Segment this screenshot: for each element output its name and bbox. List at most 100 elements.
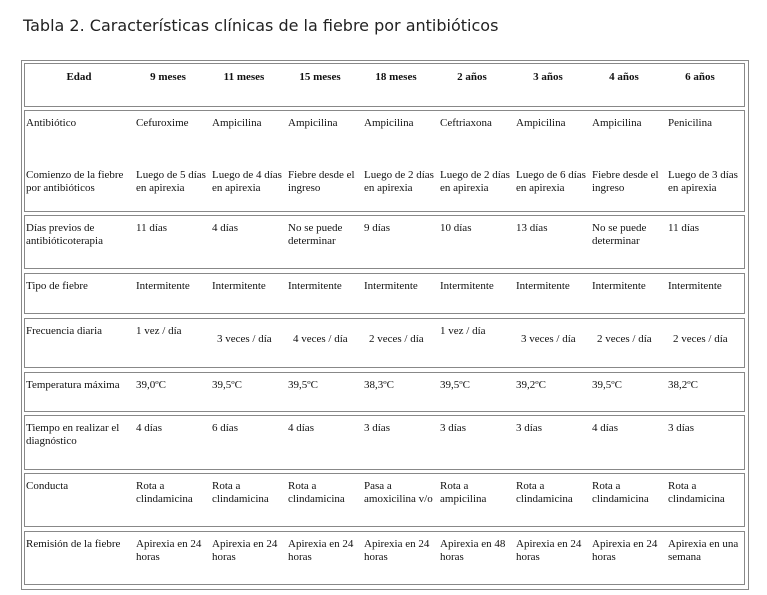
row-label: Tiempo en realizar el diagnóstico [26, 422, 120, 447]
table-cell: Fiebre desde el ingreso [592, 169, 659, 194]
row-label: Conducta [26, 480, 69, 492]
table-cell: 11 días [668, 222, 700, 234]
table-cell: Ampicilina [516, 117, 566, 129]
table-cell: 39,0ºC [136, 379, 166, 391]
table-cell: Ampicilina [288, 117, 338, 129]
table-row: Conducta Rota a clindamicina Rota a clinda… [24, 473, 745, 527]
table-cell: 39,5ºC [592, 379, 622, 391]
header-cell: 9 meses [150, 71, 186, 83]
table-cell: 4 días [592, 422, 618, 434]
row-label: Días previos de antibióticoterapia [26, 222, 103, 247]
table-cell: Rota a clindamicina [288, 480, 345, 505]
table-row: Temperatura máxima 39,0ºC 39,5ºC 39,5ºC 38,3… [24, 372, 745, 412]
table-cell: 3 días [516, 422, 542, 434]
table-cell: 39,5ºC [212, 379, 242, 391]
table-cell: 4 días [288, 422, 314, 434]
table-title: Tabla 2. Características clínicas de la … [23, 16, 499, 35]
table-cell: Intermitente [212, 280, 266, 292]
table-cell: Rota a clindamicina [136, 480, 193, 505]
header-cell: Edad [66, 71, 92, 83]
table-cell: Luego de 2 días en apirexia [364, 169, 434, 194]
row-label: Antibiótico [26, 117, 77, 129]
table-cell: 3 veces / día [217, 333, 272, 345]
table-cell: 11 días [136, 222, 168, 234]
table-row: Frecuencia diaria 1 vez / día 3 veces / dí… [24, 318, 745, 368]
table-row: Tipo de fiebre Intermitente Intermitente In… [24, 273, 745, 314]
table-cell: Rota a clindamicina [668, 480, 725, 505]
header-cell: 2 años [457, 71, 487, 83]
table-frame [21, 60, 749, 590]
row-label: Temperatura máxima [26, 379, 120, 391]
table-cell: 3 veces / día [521, 333, 576, 345]
table-row: Remisión de la fiebre Apirexia en 24 hora… [24, 531, 745, 585]
row-label: Remisión de la fiebre [26, 538, 121, 550]
table-cell: 4 días [212, 222, 238, 234]
table-cell: 39,5ºC [440, 379, 470, 391]
table-cell: Luego de 4 días en apirexia [212, 169, 282, 194]
table-cell: 3 días [364, 422, 390, 434]
table-cell: Intermitente [668, 280, 722, 292]
table-cell: 3 días [668, 422, 694, 434]
table-cell: Apirexia en 24 horas [592, 538, 658, 563]
table-cell: Rota a clindamicina [516, 480, 573, 505]
table-cell: 38,3ºC [364, 379, 394, 391]
table-cell: 39,5ºC [288, 379, 318, 391]
table-cell: Luego de 5 días en apirexia [136, 169, 206, 194]
table-cell: Luego de 6 días en apirexia [516, 169, 586, 194]
table-cell: Ceftriaxona [440, 117, 492, 129]
table-cell: Pasa a amoxicilina v/o [364, 480, 433, 505]
table-cell: 6 días [212, 422, 238, 434]
table-cell: No se puede determinar [592, 222, 647, 247]
row-label: Comienzo de la fiebre por antibióticos [26, 169, 124, 194]
table-cell: 38,2ºC [668, 379, 698, 391]
table-row: Tiempo en realizar el diagnóstico 4 días 6… [24, 415, 745, 470]
row-label: Frecuencia diaria [26, 325, 103, 337]
table-cell: Apirexia en 24 horas [364, 538, 430, 563]
table-cell: Cefuroxime [136, 117, 189, 129]
table-cell: 4 días [136, 422, 162, 434]
table-cell: 1 vez / día [136, 325, 182, 337]
table-cell: Luego de 2 días en apirexia [440, 169, 510, 194]
table-cell: Intermitente [516, 280, 570, 292]
table-cell: Apirexia en 24 horas [516, 538, 582, 563]
header-cell: 3 años [533, 71, 563, 83]
table-cell: 3 días [440, 422, 466, 434]
table-cell: Rota a ampicilina [440, 480, 487, 505]
table-cell: Apirexia en 48 horas [440, 538, 506, 563]
table-cell: 39,2ºC [516, 379, 546, 391]
table-cell: 13 días [516, 222, 548, 234]
header-cell: 18 meses [375, 71, 417, 83]
table-cell: 9 días [364, 222, 390, 234]
table-cell: Luego de 3 días en apirexia [668, 169, 738, 194]
table-cell: Ampicilina [364, 117, 414, 129]
header-row: Edad 9 meses 11 meses 15 meses 18 meses 2 año… [24, 63, 745, 107]
header-cell: 4 años [609, 71, 639, 83]
table-cell: Apirexia en 24 horas [212, 538, 278, 563]
table-cell: 2 veces / día [369, 333, 424, 345]
table-cell: Rota a clindamicina [592, 480, 649, 505]
header-cell: 15 meses [299, 71, 341, 83]
table-cell: Intermitente [364, 280, 418, 292]
table-cell: Ampicilina [212, 117, 262, 129]
table-cell: Intermitente [440, 280, 494, 292]
table-cell: Apirexia en 24 horas [136, 538, 202, 563]
table-cell: No se puede determinar [288, 222, 343, 247]
table-row: Días previos de antibióticoterapia 11 día… [24, 215, 745, 269]
table-row: Antibiótico Cefuroxime Ampicilina Ampicilin… [24, 110, 745, 212]
table-cell: Ampicilina [592, 117, 642, 129]
table-cell: 2 veces / día [673, 333, 728, 345]
table-cell: Penicilina [668, 117, 712, 129]
table-cell: Intermitente [592, 280, 646, 292]
header-cell: 6 años [685, 71, 715, 83]
table-cell: 4 veces / día [293, 333, 348, 345]
row-label: Tipo de fiebre [26, 280, 88, 292]
table-cell: Apirexia en 24 horas [288, 538, 354, 563]
table-cell: Fiebre desde el ingreso [288, 169, 355, 194]
header-cell: 11 meses [223, 71, 265, 83]
table-cell: 1 vez / día [440, 325, 486, 337]
table-cell: Intermitente [288, 280, 342, 292]
table-cell: 10 días [440, 222, 472, 234]
table-cell: Rota a clindamicina [212, 480, 269, 505]
table-cell: Intermitente [136, 280, 190, 292]
table-cell: Apirexia en una semana [668, 538, 739, 563]
